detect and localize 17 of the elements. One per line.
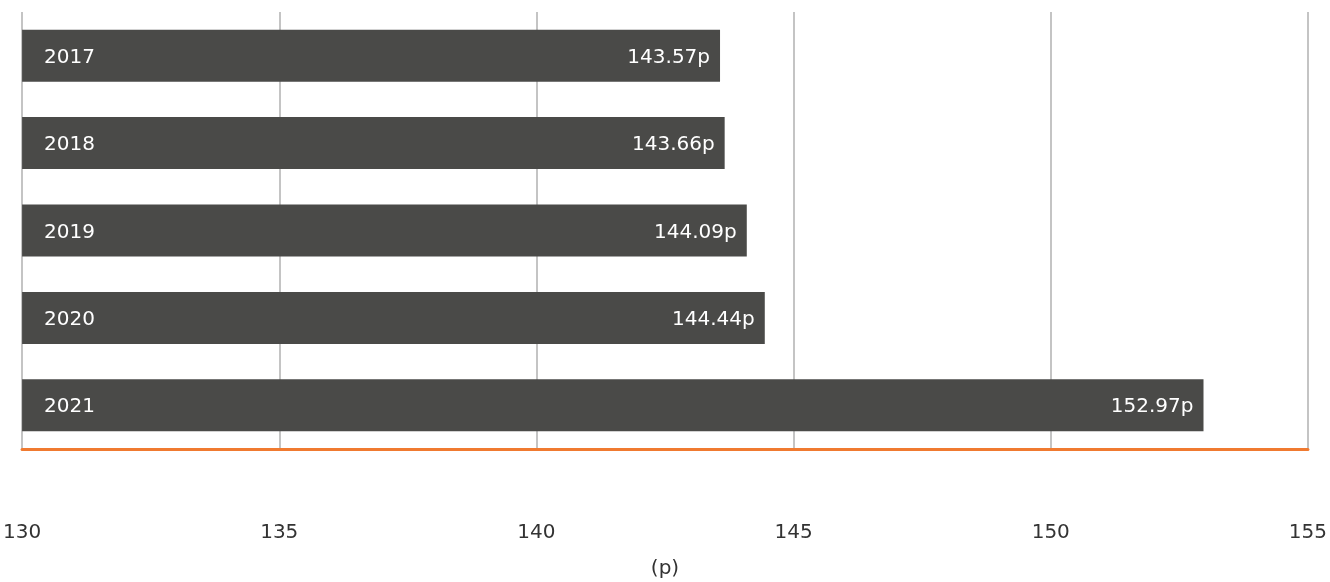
y-tick-label: 2019 bbox=[44, 218, 95, 243]
y-tick-label: 2018 bbox=[44, 131, 95, 156]
data-label: 152.97p bbox=[1110, 393, 1194, 418]
x-tick-label: 140 bbox=[517, 519, 556, 543]
y-tick-label: 2020 bbox=[44, 305, 95, 330]
data-label: 144.09p bbox=[654, 218, 737, 243]
x-axis-title: (p) bbox=[650, 555, 680, 579]
data-label: 143.66p bbox=[631, 131, 715, 156]
x-tick-label: 150 bbox=[1031, 519, 1070, 543]
data-label: 143.57p bbox=[627, 43, 711, 68]
x-tick-label: 155 bbox=[1288, 519, 1328, 543]
x-tick-label: 130 bbox=[2, 519, 42, 543]
data-label: 144.44p bbox=[672, 305, 755, 330]
x-tick-label: 135 bbox=[260, 519, 299, 543]
y-tick-label: 2017 bbox=[44, 43, 95, 68]
x-tick-label: 145 bbox=[774, 519, 813, 543]
y-tick-label: 2021 bbox=[44, 393, 95, 418]
